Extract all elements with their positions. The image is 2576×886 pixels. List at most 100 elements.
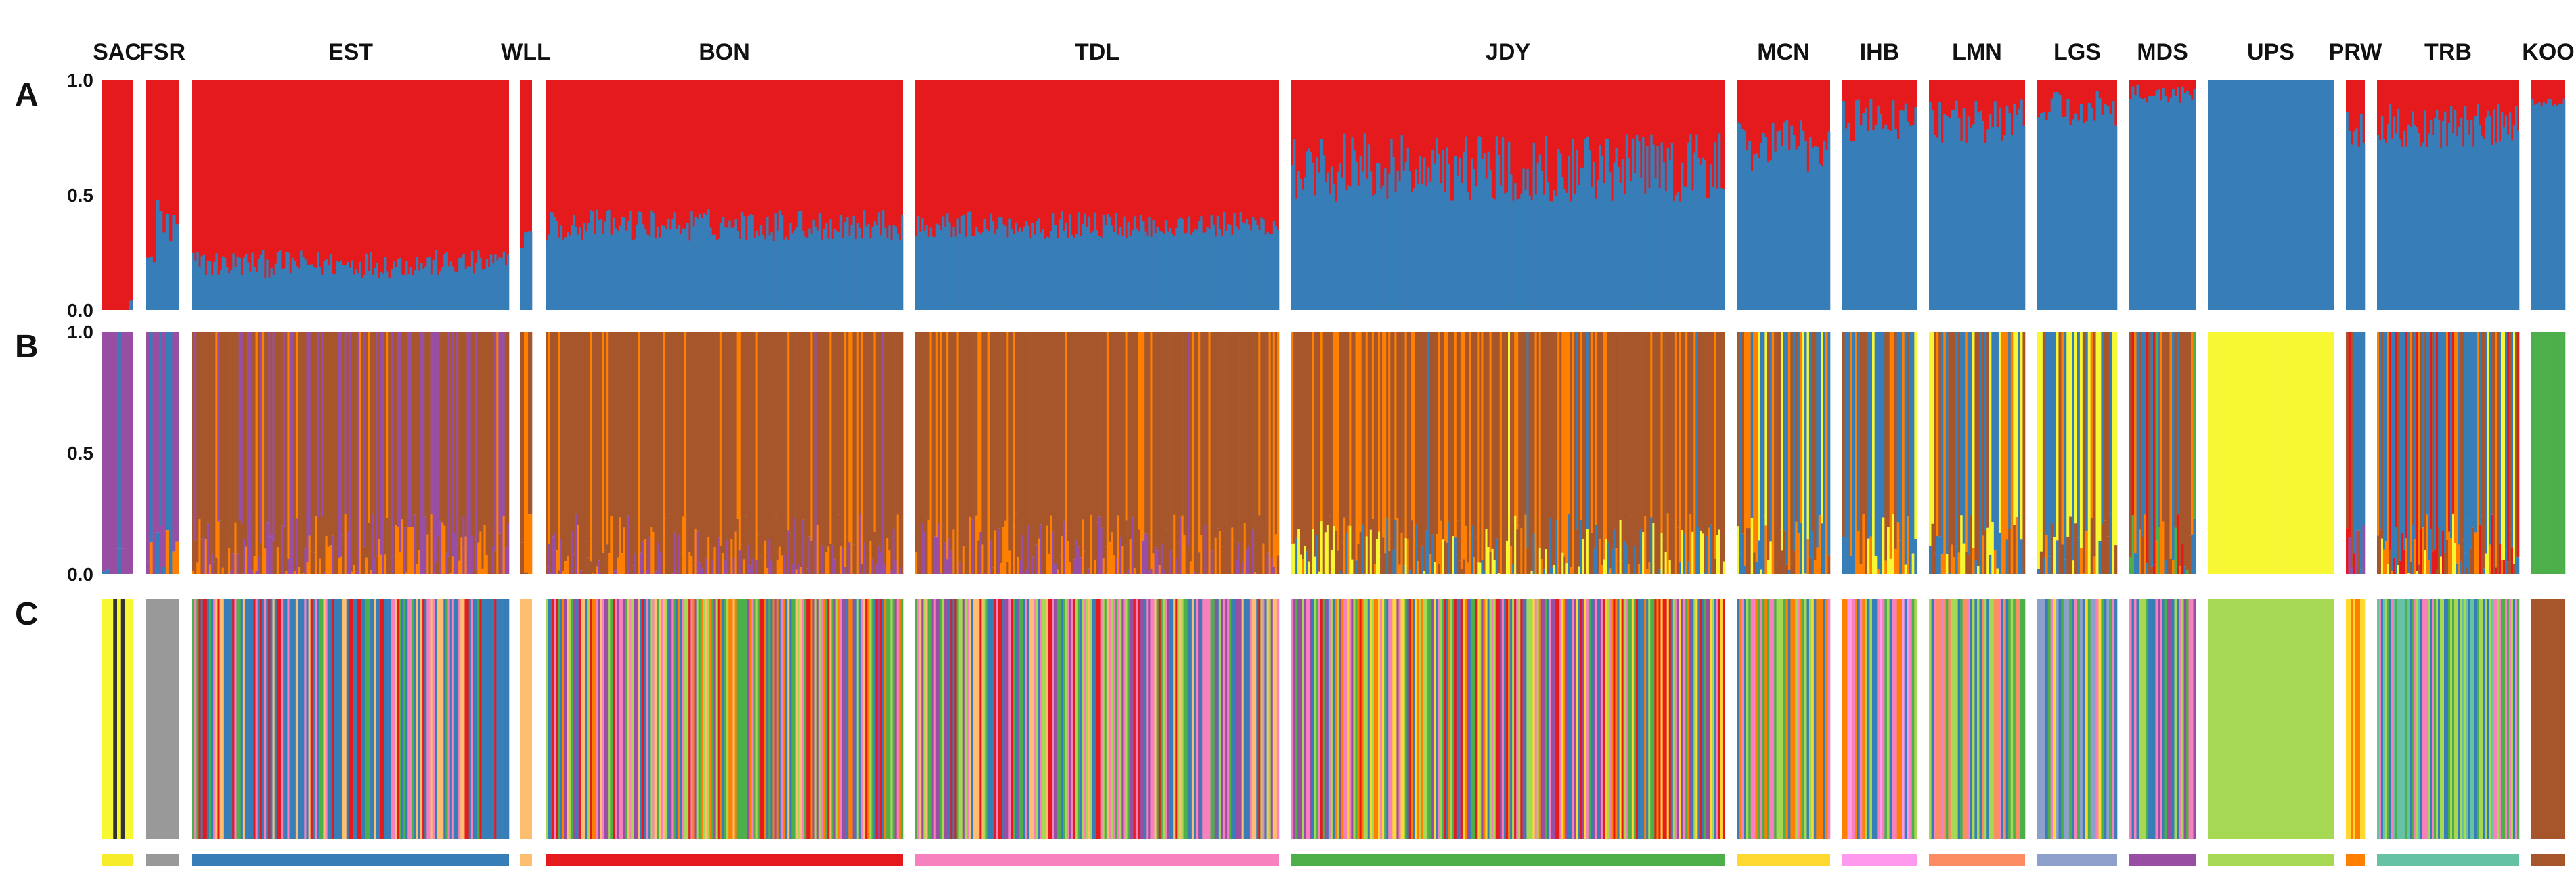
panel-a-bar-koo (2549, 98, 2552, 310)
panel-c-bar-jdy (1561, 599, 1564, 839)
panel-c-bar-tdl (1013, 599, 1015, 839)
panel-b-bar-lmn (1940, 332, 1944, 555)
panel-a-bar-tdl (1258, 230, 1261, 310)
panel-b-bar-jdy (1390, 332, 1393, 539)
panel-a-bar-bon (617, 231, 620, 310)
panel-a-bar-est (395, 267, 397, 310)
panel-b-bar-jdy (1542, 332, 1546, 570)
panel-b-bar-trb (2428, 332, 2430, 560)
panel-c-bar-prw (2357, 599, 2361, 839)
panel-b-bar-est (242, 332, 246, 539)
panel-b-bar-est (430, 514, 433, 574)
panel-b-bar-tdl (1050, 515, 1053, 574)
panel-b-bar-jdy (1473, 557, 1475, 574)
panel-b-bar-bon (900, 332, 904, 541)
panel-a-bar-jdy (1547, 182, 1550, 310)
panel-b-bar-bon (806, 568, 809, 574)
panel-b-bar-jdy (1415, 332, 1418, 525)
panel-b-bar-est (346, 332, 349, 531)
panel-b-bar-tdl (1115, 558, 1117, 574)
panel-a-bar-prw (2348, 131, 2351, 310)
panel-b-bar-fsr (146, 332, 150, 562)
panel-b-bar-bon (688, 332, 691, 552)
panel-b-bar-bon (749, 332, 752, 566)
panel-b-bar-jdy (1479, 332, 1482, 563)
panel-a-bar-lmn (1940, 142, 1944, 310)
panel-c-bar-bon (711, 599, 714, 839)
panel-a-bar-lgs (2069, 125, 2072, 310)
panel-c-bar-bon (850, 599, 853, 839)
panel-b-bar-prw (2362, 332, 2366, 525)
panel-b-bar-tdl (1006, 562, 1009, 574)
panel-a-bar-lmn (1977, 112, 1980, 310)
panel-a-bar-jdy (1337, 171, 1339, 310)
panel-b-bar-est (319, 558, 321, 574)
panel-c-bar-jdy (1528, 599, 1531, 839)
panel-b-bar-tdl (1077, 332, 1080, 547)
panel-a-bar-tdl (946, 213, 949, 310)
panel-b-bar-jdy (1295, 332, 1298, 539)
panel-a-bar-tdl (1117, 234, 1119, 310)
panel-b-bar-tdl (1218, 531, 1222, 574)
panel-c-bar-mds (2167, 599, 2170, 839)
panel-a-bar-tdl (962, 214, 966, 310)
panel-b-bar-bon (554, 533, 556, 574)
panel-b-bar-bon (896, 332, 900, 515)
panel-c-bar-trb (2472, 599, 2475, 839)
panel-b-bar-jdy (1481, 560, 1484, 574)
panel-b-bar-est (213, 332, 216, 562)
panel-b-bar-mcn (1792, 550, 1796, 574)
panel-a-bar-bon (627, 221, 630, 310)
panel-b-bar-bon (846, 536, 849, 574)
panel-b-bar-lmn (1972, 548, 1975, 574)
panel-b-bar-jdy (1578, 566, 1580, 574)
panel-c-bar-tdl (1233, 599, 1236, 839)
pop-label-ihb: IHB (1860, 39, 1900, 65)
panel-a-bar-jdy (1378, 163, 1381, 310)
panel-b-bar-jdy (1708, 527, 1710, 574)
panel-a-bar-bon (546, 240, 548, 310)
panel-c-bar-tdl (1117, 599, 1119, 839)
panel-b-bar-prw (2351, 567, 2353, 574)
panel-a-bar-bon (682, 228, 685, 310)
panel-c-bar-jdy (1460, 599, 1463, 839)
panel-c-bar-jdy (1597, 599, 1599, 839)
panel-c-bar-est (208, 599, 212, 839)
panel-c-bar-tdl (987, 599, 990, 839)
panel-b-bar-est (295, 332, 298, 519)
panel-b-bar-trb (2401, 533, 2404, 574)
panel-b-bar-trb (2379, 529, 2382, 574)
panel-a-bar-ihb (1855, 100, 1858, 310)
panel-b-bar-jdy (1343, 517, 1346, 574)
panel-a-bar-jdy (1603, 183, 1605, 310)
panel-b-bar-bon (808, 536, 811, 574)
panel-a-bar-tdl (1218, 228, 1222, 310)
panel-a-bar-est (317, 251, 319, 310)
panel-b-bar-tdl (1057, 569, 1059, 574)
panel-b-bar-mcn (1737, 332, 1739, 527)
panel-b-bar-mcn (1737, 526, 1739, 574)
panel-a-bar-est (308, 264, 311, 310)
panel-b-bar-jdy (1621, 560, 1624, 574)
panel-b-bar-lmn (1965, 552, 1968, 574)
panel-b-bar-est (363, 332, 366, 547)
panel-b-bar-jdy (1522, 536, 1525, 574)
panel-b-bar-tdl (1127, 569, 1130, 574)
panel-c-bar-jdy (1357, 599, 1360, 839)
panel-c-bar-trb (2468, 599, 2471, 839)
panel-b-bar-tdl (921, 332, 924, 523)
panel-b-bar-jdy (1650, 517, 1653, 574)
panel-a-bar-est (334, 274, 336, 310)
panel-c-bar-tdl (1006, 599, 1009, 839)
panel-b-bar-est (447, 332, 450, 557)
panel-a-bar-jdy (1495, 136, 1498, 311)
panel-a-bar-ups (2239, 80, 2242, 310)
panel-c-bar-jdy (1722, 599, 1725, 839)
panel-c-bar-mcn (1790, 599, 1794, 839)
panel-b-bar-bon (791, 332, 794, 565)
panel-c-bar-bon (791, 599, 794, 839)
panel-a-bar-bon (719, 223, 723, 310)
panel-b-bar-ihb (1907, 332, 1910, 517)
panel-b-bar-tdl (1140, 332, 1142, 567)
panel-c-bar-est (211, 599, 214, 839)
